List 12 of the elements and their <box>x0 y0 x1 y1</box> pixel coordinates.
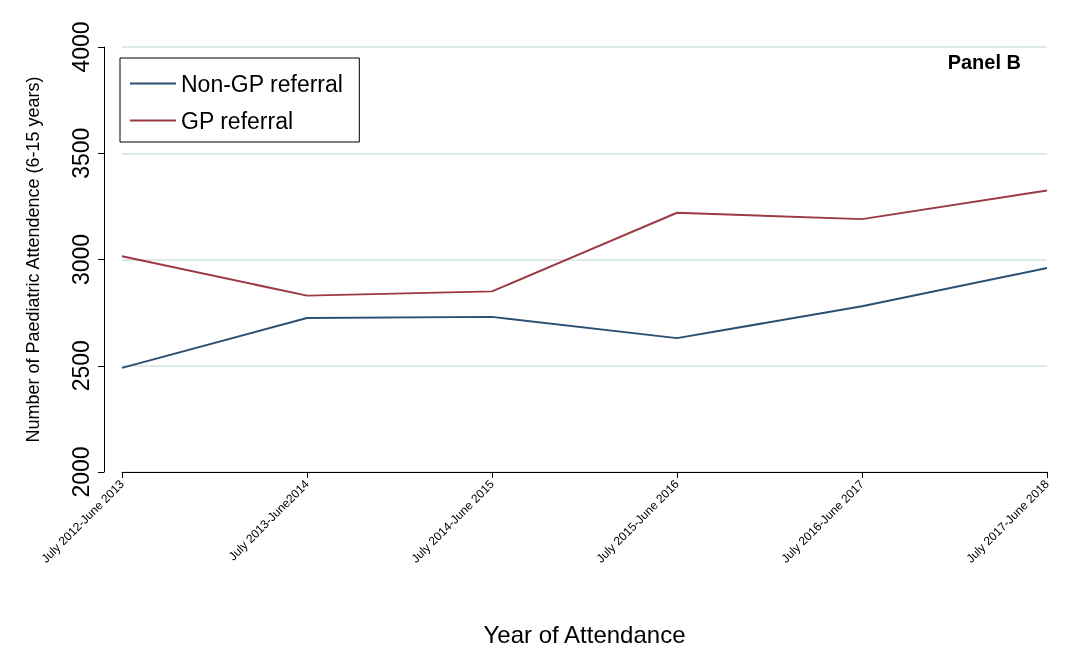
line-series <box>121 267 1048 369</box>
line-series <box>121 189 1048 297</box>
y-tick-label: 2000 <box>67 446 94 498</box>
y-tick-label: 3500 <box>67 127 94 179</box>
x-axis-title: Year of Attendance <box>483 620 686 648</box>
y-axis-title: Number of Paediatric Attendence (6-15 years) <box>23 76 43 443</box>
annotation: Panel B <box>947 51 1021 73</box>
legend-label: Non-GP referral <box>181 70 343 97</box>
y-tick-label: 2500 <box>67 340 94 392</box>
y-tick-label: 3000 <box>67 233 94 286</box>
legend-label: GP referral <box>181 107 294 134</box>
y-tick-label: 4000 <box>67 21 94 73</box>
